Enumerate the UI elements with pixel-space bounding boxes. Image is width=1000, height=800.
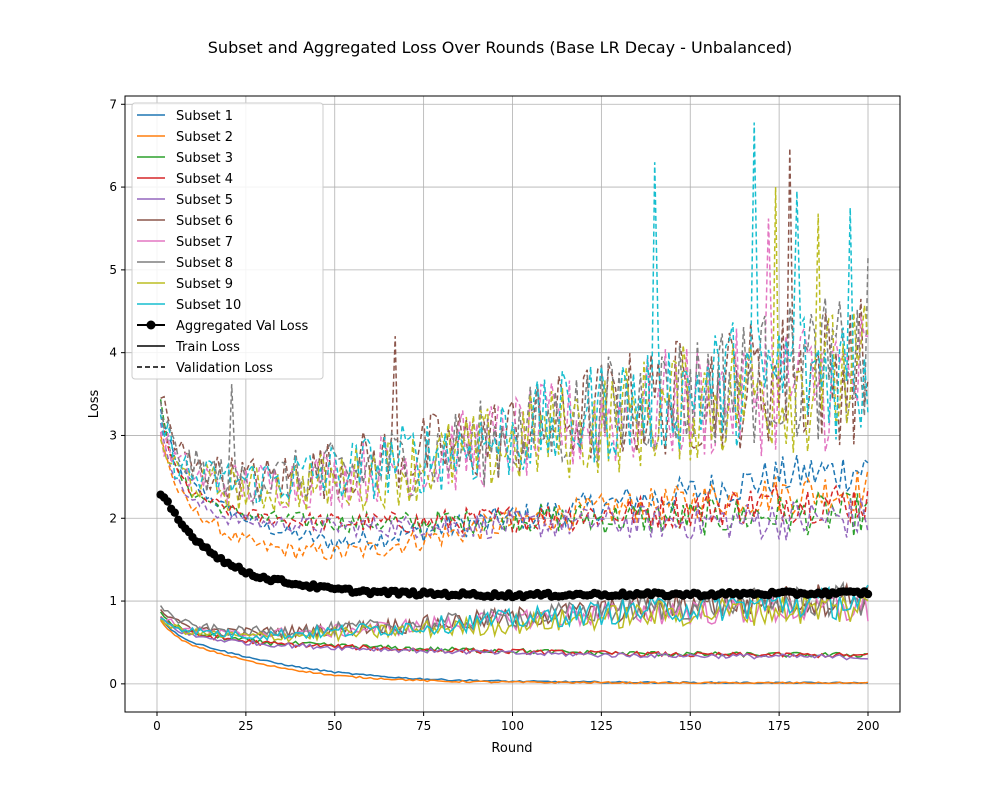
train-line-subset-7 (160, 592, 869, 641)
val-line-subset-1 (159, 408, 869, 554)
x-tick-label: 75 (416, 719, 431, 733)
legend-label: Subset 8 (176, 256, 233, 271)
train-line-subset-2 (159, 619, 869, 685)
x-tick-label: 50 (327, 719, 342, 733)
y-tick-label: 5 (109, 263, 117, 277)
legend-label: Train Loss (175, 340, 240, 355)
y-tick-label: 7 (109, 97, 117, 111)
legend-label: Subset 9 (176, 277, 233, 292)
legend-item: Subset 7 (137, 235, 233, 250)
legend-label: Subset 10 (176, 298, 241, 313)
y-tick-label: 3 (109, 428, 117, 442)
train-line-subset-4 (160, 616, 869, 659)
y-tick-label: 4 (109, 346, 117, 360)
x-axis-label: Round (491, 741, 532, 756)
legend: Subset 1 Subset 2 Subset 3 Subset 4 Subset 5… (131, 102, 324, 380)
legend-marker (146, 320, 156, 330)
legend-label: Aggregated Val Loss (176, 319, 308, 334)
val-line-subset-8 (159, 257, 869, 507)
legend-item: Subset 10 (137, 298, 241, 313)
val-line-subset-6 (160, 148, 869, 501)
legend-item: Aggregated Val Loss (137, 319, 308, 334)
val-line-subset-2 (159, 434, 869, 562)
train-line-subset-5 (160, 616, 869, 661)
y-tick-label: 2 (109, 511, 117, 525)
chart-title: Subset and Aggregated Loss Over Rounds (… (208, 38, 792, 57)
aggregated-val-point (170, 508, 179, 517)
legend-item: Train Loss (137, 340, 240, 355)
legend-item: Subset 9 (137, 277, 233, 292)
aggregated-val-point (163, 497, 172, 506)
val-line-subset-4 (159, 414, 869, 535)
legend-item: Subset 1 (137, 109, 233, 124)
x-tick-label: 100 (501, 719, 524, 733)
y-tick-label: 0 (109, 677, 117, 691)
val-line-subset-9 (159, 187, 869, 512)
plot-lines (156, 122, 873, 685)
plot-frame (124, 95, 901, 713)
y-tick-label: 1 (109, 594, 117, 608)
train-line-subset-10 (160, 584, 869, 642)
x-tick-label: 200 (857, 719, 880, 733)
axis-ticks: 0 25 50 75 100 125 150 175 200 0 1 2 3 4 5 6 7 (109, 97, 879, 733)
x-tick-label: 0 (153, 719, 161, 733)
legend-item: Subset 5 (137, 193, 233, 208)
legend-label: Validation Loss (176, 361, 273, 376)
legend-label: Subset 7 (176, 235, 233, 250)
aggregated-val-point (863, 589, 873, 599)
legend-item: Subset 6 (137, 214, 233, 229)
legend-box (131, 102, 324, 380)
y-axis-label: Loss (87, 390, 102, 419)
val-line-subset-7 (159, 218, 869, 510)
x-tick-label: 125 (590, 719, 613, 733)
legend-item: Subset 4 (137, 172, 233, 187)
val-line-subset-5 (159, 422, 869, 541)
legend-label: Subset 3 (176, 151, 233, 166)
legend-item: Subset 8 (137, 256, 233, 271)
legend-label: Subset 1 (176, 109, 233, 124)
legend-item: Subset 3 (137, 151, 233, 166)
x-tick-label: 25 (238, 719, 253, 733)
legend-item: Subset 2 (137, 130, 233, 145)
legend-label: Subset 2 (176, 130, 233, 145)
legend-label: Subset 4 (176, 172, 233, 187)
legend-label: Subset 6 (176, 214, 233, 229)
legend-label: Subset 5 (176, 193, 233, 208)
x-tick-label: 150 (679, 719, 702, 733)
val-line-subset-10 (159, 122, 869, 505)
y-tick-label: 6 (109, 180, 117, 194)
x-tick-label: 175 (768, 719, 791, 733)
legend-item: Validation Loss (137, 361, 273, 376)
